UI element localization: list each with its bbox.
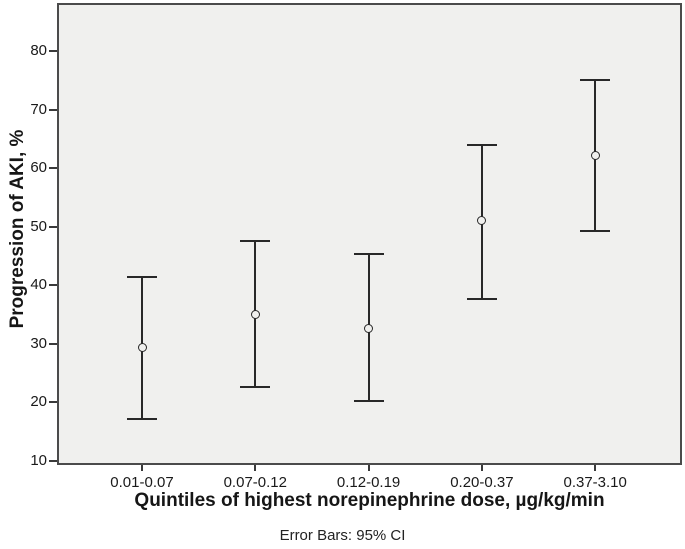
x-tick-mark bbox=[254, 465, 257, 471]
ci-lower-cap bbox=[580, 229, 611, 232]
y-tick-label: 60 bbox=[30, 159, 47, 177]
ci-upper-cap bbox=[353, 253, 384, 256]
y-tick-label: 70 bbox=[30, 100, 47, 118]
x-tick-mark bbox=[367, 465, 370, 471]
x-tick-mark bbox=[594, 465, 597, 471]
x-tick-label: 0.07-0.12 bbox=[223, 474, 287, 491]
x-tick-label: 0.01-0.07 bbox=[110, 474, 174, 491]
mean-marker bbox=[364, 324, 374, 334]
ci-lower-cap bbox=[466, 297, 497, 300]
x-tick-mark bbox=[480, 465, 483, 471]
y-tick-label: 40 bbox=[30, 276, 47, 294]
y-tick-label: 50 bbox=[30, 217, 47, 235]
y-tick-label: 10 bbox=[30, 451, 47, 469]
y-tick-mark bbox=[49, 284, 57, 287]
ci-lower-cap bbox=[353, 400, 384, 403]
mean-marker bbox=[590, 150, 600, 160]
x-tick-label: 0.37-3.10 bbox=[563, 474, 627, 491]
y-tick-mark bbox=[49, 225, 57, 228]
y-tick-mark bbox=[49, 459, 57, 462]
y-tick-label: 20 bbox=[30, 393, 47, 411]
ci-upper-cap bbox=[240, 240, 271, 243]
mean-marker bbox=[477, 216, 487, 226]
ci-upper-cap bbox=[580, 79, 611, 82]
ci-upper-cap bbox=[127, 276, 157, 279]
x-axis-title: Quintiles of highest norepinephrine dose… bbox=[134, 490, 605, 511]
mean-marker bbox=[250, 310, 260, 319]
y-tick-label: 80 bbox=[30, 42, 47, 59]
x-tick-mark bbox=[141, 465, 143, 471]
ci-lower-cap bbox=[240, 386, 271, 389]
ci-lower-cap bbox=[127, 417, 157, 420]
error-bars-caption: Error Bars: 95% CI bbox=[279, 527, 406, 544]
y-tick-mark bbox=[49, 167, 57, 170]
x-tick-label: 0.20-0.37 bbox=[450, 474, 514, 491]
x-tick-label: 0.12-0.19 bbox=[336, 474, 401, 491]
y-tick-mark bbox=[49, 401, 57, 404]
y-tick-mark bbox=[49, 108, 57, 111]
ci-upper-cap bbox=[466, 143, 497, 146]
y-tick-mark bbox=[49, 342, 57, 345]
y-tick-mark bbox=[49, 50, 57, 52]
mean-marker bbox=[137, 343, 147, 353]
y-tick-label: 30 bbox=[30, 334, 47, 352]
